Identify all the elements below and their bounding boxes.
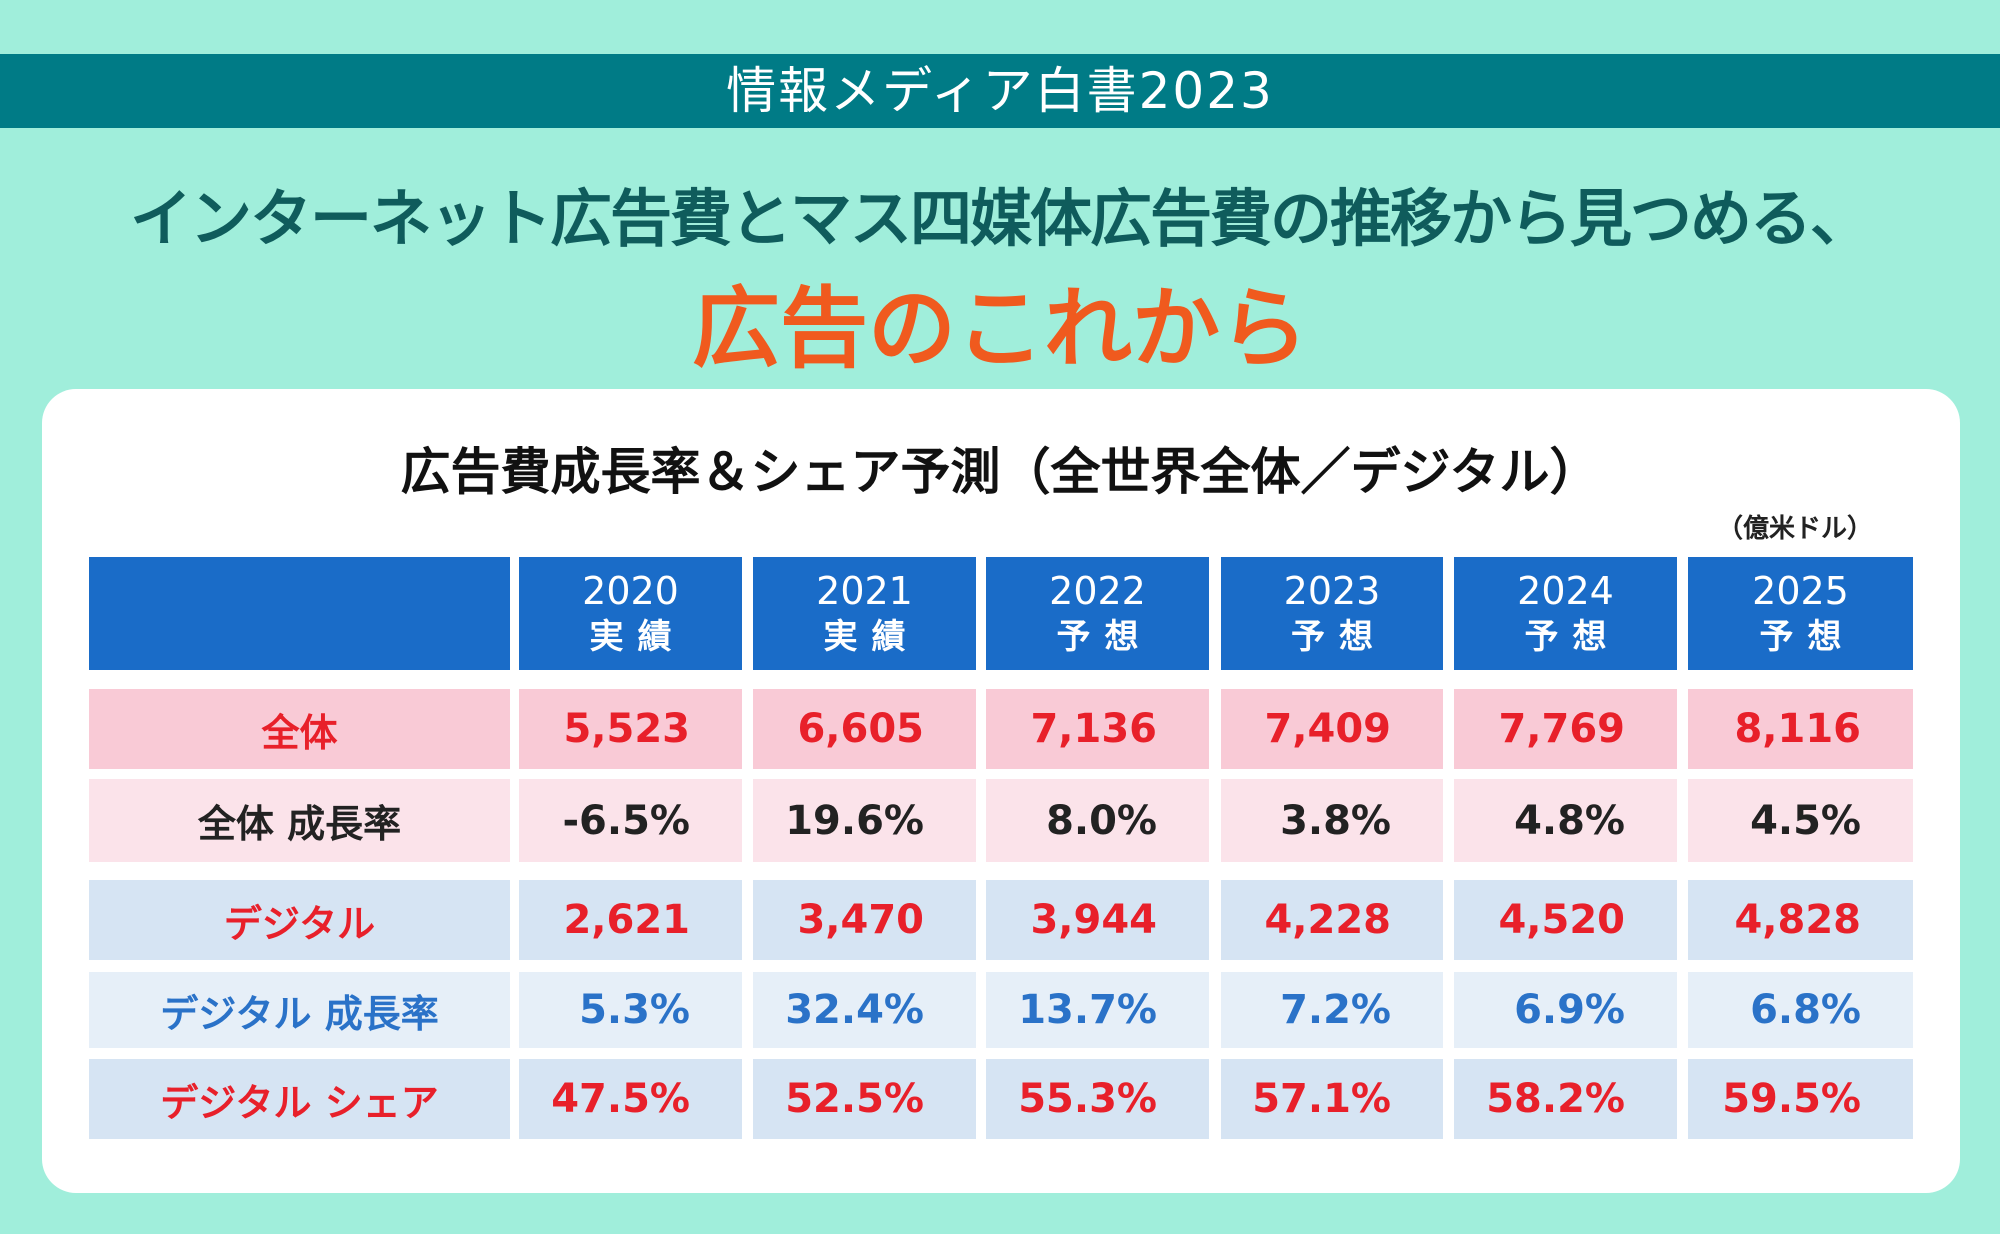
column-header: 2021 実績 bbox=[753, 557, 976, 670]
table-cell: 52.5% bbox=[753, 1059, 976, 1139]
column-header: 2020 実績 bbox=[519, 557, 742, 670]
table-cell: 8,116 bbox=[1688, 689, 1913, 769]
table-cell: 4,828 bbox=[1688, 880, 1913, 960]
table-cell: 5,523 bbox=[519, 689, 742, 769]
column-type: 予想 bbox=[1759, 616, 1856, 657]
table-cell: 6.8% bbox=[1688, 972, 1913, 1048]
row-label: デジタル シェア bbox=[89, 1059, 510, 1139]
table-cell: 7,409 bbox=[1221, 689, 1443, 769]
column-year: 2024 bbox=[1517, 568, 1614, 613]
column-header: 2024 予想 bbox=[1454, 557, 1677, 670]
table-cell: 6,605 bbox=[753, 689, 976, 769]
column-header: 2022 予想 bbox=[986, 557, 1209, 670]
table-cell: 3.8% bbox=[1221, 779, 1443, 862]
table-cell: 7,769 bbox=[1454, 689, 1677, 769]
column-year: 2022 bbox=[1049, 568, 1146, 613]
column-year: 2025 bbox=[1752, 568, 1849, 613]
table-cell: 58.2% bbox=[1454, 1059, 1677, 1139]
column-header: 2023 予想 bbox=[1221, 557, 1443, 670]
column-type: 実績 bbox=[589, 616, 686, 657]
table-cell: 4.5% bbox=[1688, 779, 1913, 862]
table-title: 広告費成長率＆シェア予測（全世界全体／デジタル） bbox=[400, 443, 1600, 501]
column-header: 2025 予想 bbox=[1688, 557, 1913, 670]
column-type: 予想 bbox=[1056, 616, 1153, 657]
table-cell: 5.3% bbox=[519, 972, 742, 1048]
table-cell: 3,944 bbox=[986, 880, 1209, 960]
row-label: デジタル 成長率 bbox=[89, 972, 510, 1048]
column-type: 予想 bbox=[1291, 616, 1387, 657]
table-cell: 8.0% bbox=[986, 779, 1209, 862]
table-cell: 4,228 bbox=[1221, 880, 1443, 960]
column-year: 2020 bbox=[582, 568, 679, 613]
column-year: 2021 bbox=[816, 568, 913, 613]
table-cell: 19.6% bbox=[753, 779, 976, 862]
row-label: デジタル bbox=[89, 880, 510, 960]
table-cell: 47.5% bbox=[519, 1059, 742, 1139]
table-cell: 7,136 bbox=[986, 689, 1209, 769]
column-year: 2023 bbox=[1283, 568, 1381, 613]
header-corner bbox=[89, 557, 510, 670]
column-type: 実績 bbox=[823, 616, 920, 657]
banner: 情報メディア白書2023 bbox=[0, 54, 2000, 128]
table-cell: 7.2% bbox=[1221, 972, 1443, 1048]
row-label: 全体 bbox=[89, 689, 510, 769]
table-cell: -6.5% bbox=[519, 779, 742, 862]
table-cell: 3,470 bbox=[753, 880, 976, 960]
table-cell: 55.3% bbox=[986, 1059, 1209, 1139]
table-cell: 32.4% bbox=[753, 972, 976, 1048]
row-label: 全体 成長率 bbox=[89, 779, 510, 862]
table-cell: 4.8% bbox=[1454, 779, 1677, 862]
table-cell: 57.1% bbox=[1221, 1059, 1443, 1139]
table-cell: 2,621 bbox=[519, 880, 742, 960]
table-cell: 4,520 bbox=[1454, 880, 1677, 960]
table-cell: 59.5% bbox=[1688, 1059, 1913, 1139]
table-cell: 6.9% bbox=[1454, 972, 1677, 1048]
column-type: 予想 bbox=[1524, 616, 1621, 657]
table-cell: 13.7% bbox=[986, 972, 1209, 1048]
subheadline: 広告のこれから bbox=[691, 276, 1308, 380]
headline: インターネット広告費とマス四媒体広告費の推移から見つめる、 bbox=[129, 182, 1872, 255]
unit-label: （億米ドル） bbox=[1716, 514, 1873, 544]
